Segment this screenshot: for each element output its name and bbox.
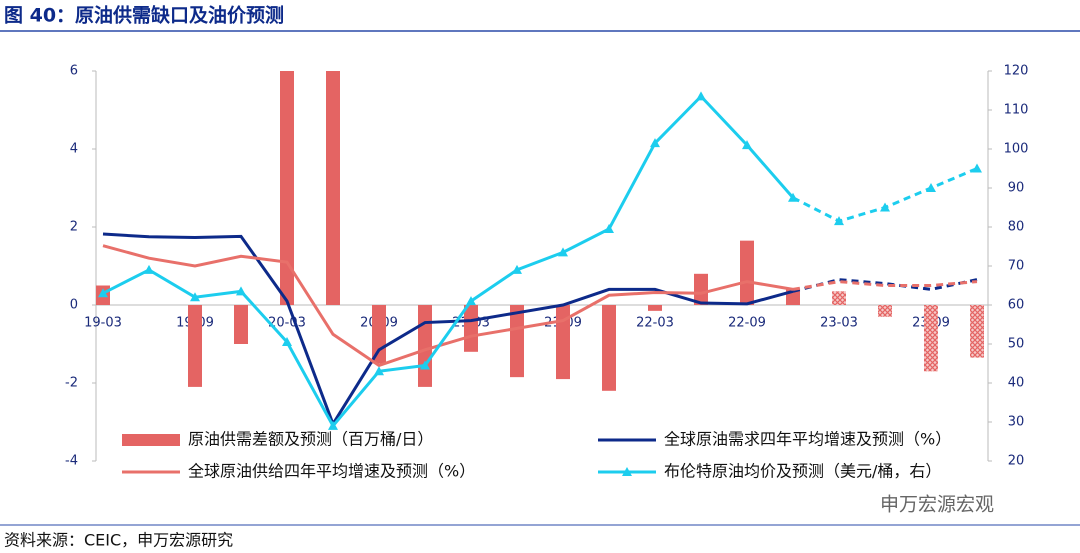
y2-tick-label: 120	[1004, 64, 1029, 79]
y-tick-label: -4	[65, 454, 78, 469]
line	[792, 167, 978, 223]
y2-tick-label: 110	[1004, 103, 1029, 118]
bar	[924, 305, 938, 372]
y2-tick-label: 60	[1008, 298, 1025, 313]
bar	[878, 305, 892, 317]
bar	[372, 305, 386, 364]
marker	[512, 264, 522, 274]
marker	[696, 91, 706, 101]
bar	[326, 71, 340, 305]
bar	[832, 291, 846, 305]
marker	[328, 420, 338, 430]
x-tick-label: 22-03	[636, 316, 674, 331]
marker	[374, 366, 384, 376]
y-tick-label: 4	[70, 142, 78, 157]
bar	[648, 305, 662, 311]
bar	[280, 71, 294, 305]
y2-tick-label: 80	[1008, 220, 1025, 235]
marker	[144, 264, 154, 274]
bar	[418, 305, 432, 387]
y-tick-label: 6	[70, 64, 78, 79]
bar	[970, 305, 984, 358]
y2-tick-label: 50	[1008, 337, 1025, 352]
legend-label: 原油供需差额及预测（百万桶/日）	[188, 430, 433, 449]
marker	[788, 192, 798, 202]
legend-label: 全球原油供给四年平均增速及预测（%）	[188, 462, 475, 481]
legend-label: 全球原油需求四年平均增速及预测（%）	[664, 430, 951, 449]
y2-tick-label: 100	[1004, 142, 1029, 157]
y2-tick-label: 20	[1008, 454, 1025, 469]
bar	[188, 305, 202, 387]
bar	[556, 305, 570, 380]
x-tick-label: 23-03	[820, 316, 858, 331]
marker	[282, 337, 292, 347]
y-tick-label: -2	[65, 376, 78, 391]
line	[102, 94, 795, 429]
y2-tick-label: 40	[1008, 376, 1025, 391]
watermark: 申万宏源宏观	[880, 494, 994, 516]
marker	[98, 288, 108, 298]
bar	[740, 240, 754, 305]
line	[102, 244, 794, 368]
bar	[464, 305, 478, 352]
y2-tick-label: 70	[1008, 259, 1025, 274]
bar	[510, 305, 524, 378]
x-tick-label: 19-03	[84, 316, 122, 331]
marker	[880, 202, 890, 212]
marker	[834, 216, 844, 226]
marker	[604, 223, 614, 233]
legend-marker	[622, 467, 632, 476]
x-tick-label: 22-09	[728, 316, 766, 331]
y-tick-label: 0	[70, 298, 78, 313]
y-tick-label: 2	[70, 220, 78, 235]
marker	[466, 296, 476, 306]
marker	[190, 292, 200, 302]
marker	[420, 360, 430, 370]
source: 资料来源：CEIC，申万宏源研究	[4, 531, 233, 550]
y2-tick-label: 30	[1008, 415, 1025, 430]
marker	[742, 140, 752, 150]
y2-tick-label: 90	[1008, 181, 1025, 196]
marker	[972, 163, 982, 173]
chart-title: 图 40：原油供需缺口及油价预测	[4, 4, 284, 27]
marker	[926, 183, 936, 192]
bar	[602, 305, 616, 391]
line	[102, 232, 794, 428]
marker	[650, 138, 660, 148]
legend-swatch	[122, 434, 180, 446]
marker	[558, 247, 568, 257]
marker	[236, 286, 246, 296]
bar	[234, 305, 248, 344]
legend-label: 布伦特原油均价及预测（美元/桶，右）	[664, 462, 941, 481]
bar	[694, 273, 708, 305]
